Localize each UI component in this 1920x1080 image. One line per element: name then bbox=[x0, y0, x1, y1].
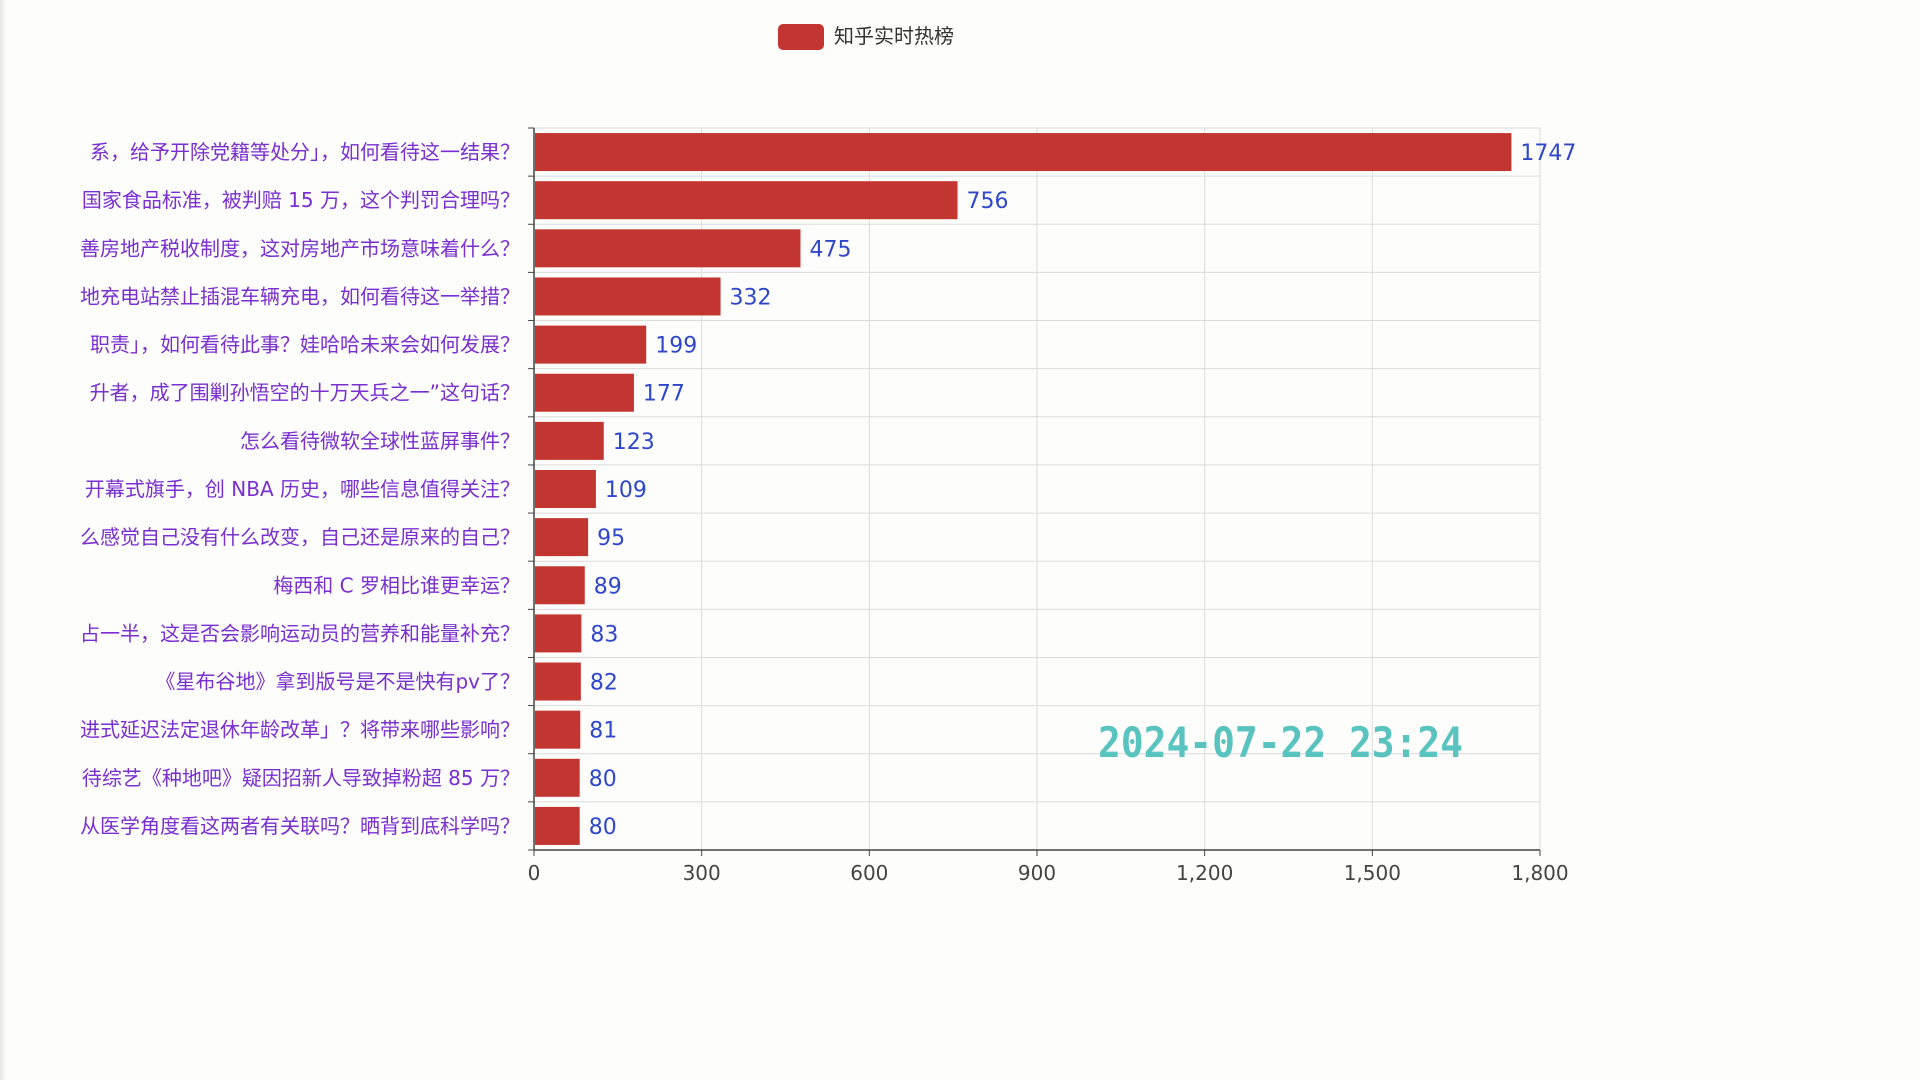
x-tick-label: 1,800 bbox=[1511, 861, 1568, 885]
category-label: 进式延迟法定退休年龄改革」？将带来哪些影响？ bbox=[80, 718, 520, 742]
bar[interactable] bbox=[535, 807, 580, 845]
bar[interactable] bbox=[535, 518, 588, 556]
bar[interactable] bbox=[535, 566, 585, 604]
bar-value-label: 95 bbox=[597, 526, 625, 551]
bar-value-label: 177 bbox=[643, 382, 685, 407]
x-tick-label: 900 bbox=[1018, 861, 1056, 885]
bar-value-label: 82 bbox=[590, 671, 618, 696]
category-label: 从医学角度看这两者有关联吗？晒背到底科学吗？ bbox=[80, 814, 520, 838]
bar[interactable] bbox=[535, 711, 580, 749]
bar-value-label: 89 bbox=[594, 574, 622, 599]
legend-swatch[interactable] bbox=[778, 24, 824, 50]
bar[interactable] bbox=[535, 614, 581, 652]
bar-value-label: 81 bbox=[589, 719, 617, 744]
bar[interactable] bbox=[535, 277, 721, 315]
legend[interactable]: 知乎实时热榜 bbox=[778, 24, 954, 50]
bar-value-label: 199 bbox=[655, 334, 697, 359]
category-label: 职责」，如何看待此事？娃哈哈未来会如何发展？ bbox=[90, 333, 520, 357]
category-label: 怎么看待微软全球性蓝屏事件？ bbox=[240, 429, 520, 453]
bar[interactable] bbox=[535, 326, 646, 364]
bar[interactable] bbox=[535, 133, 1511, 171]
bar-value-label: 83 bbox=[590, 622, 618, 647]
x-tick-label: 1,500 bbox=[1344, 861, 1401, 885]
category-labels: 系，给予开除党籍等处分」，如何看待这一结果？ 国家食品标准，被判赔 15 万，这个… bbox=[80, 140, 520, 838]
legend-label[interactable]: 知乎实时热榜 bbox=[834, 24, 954, 48]
category-label: 升者，成了围剿孙悟空的十万天兵之一”这句话？ bbox=[90, 381, 520, 405]
bar-value-label: 332 bbox=[730, 285, 772, 310]
bar-value-label: 756 bbox=[967, 189, 1009, 214]
bar[interactable] bbox=[535, 663, 581, 701]
bar[interactable] bbox=[535, 229, 800, 267]
bar[interactable] bbox=[535, 181, 958, 219]
bar-value-label: 123 bbox=[613, 430, 655, 455]
category-label: 系，给予开除党籍等处分」，如何看待这一结果？ bbox=[90, 140, 520, 164]
category-label: 国家食品标准，被判赔 15 万，这个判罚合理吗？ bbox=[82, 188, 520, 212]
category-label: 开幕式旗手，创 NBA 历史，哪些信息值得关注？ bbox=[85, 477, 520, 501]
x-tick-label: 0 bbox=[528, 861, 541, 885]
category-label: 梅西和 C 罗相比谁更幸运？ bbox=[273, 573, 520, 597]
x-tick-label: 300 bbox=[683, 861, 721, 885]
bar-value-label: 109 bbox=[605, 478, 647, 503]
bar-value-label: 475 bbox=[809, 237, 851, 262]
category-label: 待综艺《种地吧》疑因招新人导致掉粉超 85 万？ bbox=[82, 766, 520, 790]
bar[interactable] bbox=[535, 422, 604, 460]
category-label: 地充电站禁止插混车辆充电，如何看待这一举措？ bbox=[80, 284, 520, 308]
timestamp-label: 2024-07-22 23:24 bbox=[1098, 718, 1463, 767]
bar-value-label: 80 bbox=[589, 767, 617, 792]
category-label: 《星布谷地》拿到版号是不是快有pv了？ bbox=[155, 670, 520, 694]
bar[interactable] bbox=[535, 759, 580, 797]
category-label: 占一半，这是否会影响运动员的营养和能量补充？ bbox=[80, 621, 520, 645]
category-label: 善房地产税收制度，这对房地产市场意味着什么？ bbox=[80, 236, 520, 260]
bar-value-label: 80 bbox=[589, 815, 617, 840]
category-label: 么感觉自己没有什么改变，自己还是原来的自己？ bbox=[80, 525, 520, 549]
x-tick-label: 1,200 bbox=[1176, 861, 1233, 885]
bar[interactable] bbox=[535, 470, 596, 508]
x-tick-label: 600 bbox=[850, 861, 888, 885]
bar-value-label: 1747 bbox=[1520, 141, 1576, 166]
bar[interactable] bbox=[535, 374, 634, 412]
